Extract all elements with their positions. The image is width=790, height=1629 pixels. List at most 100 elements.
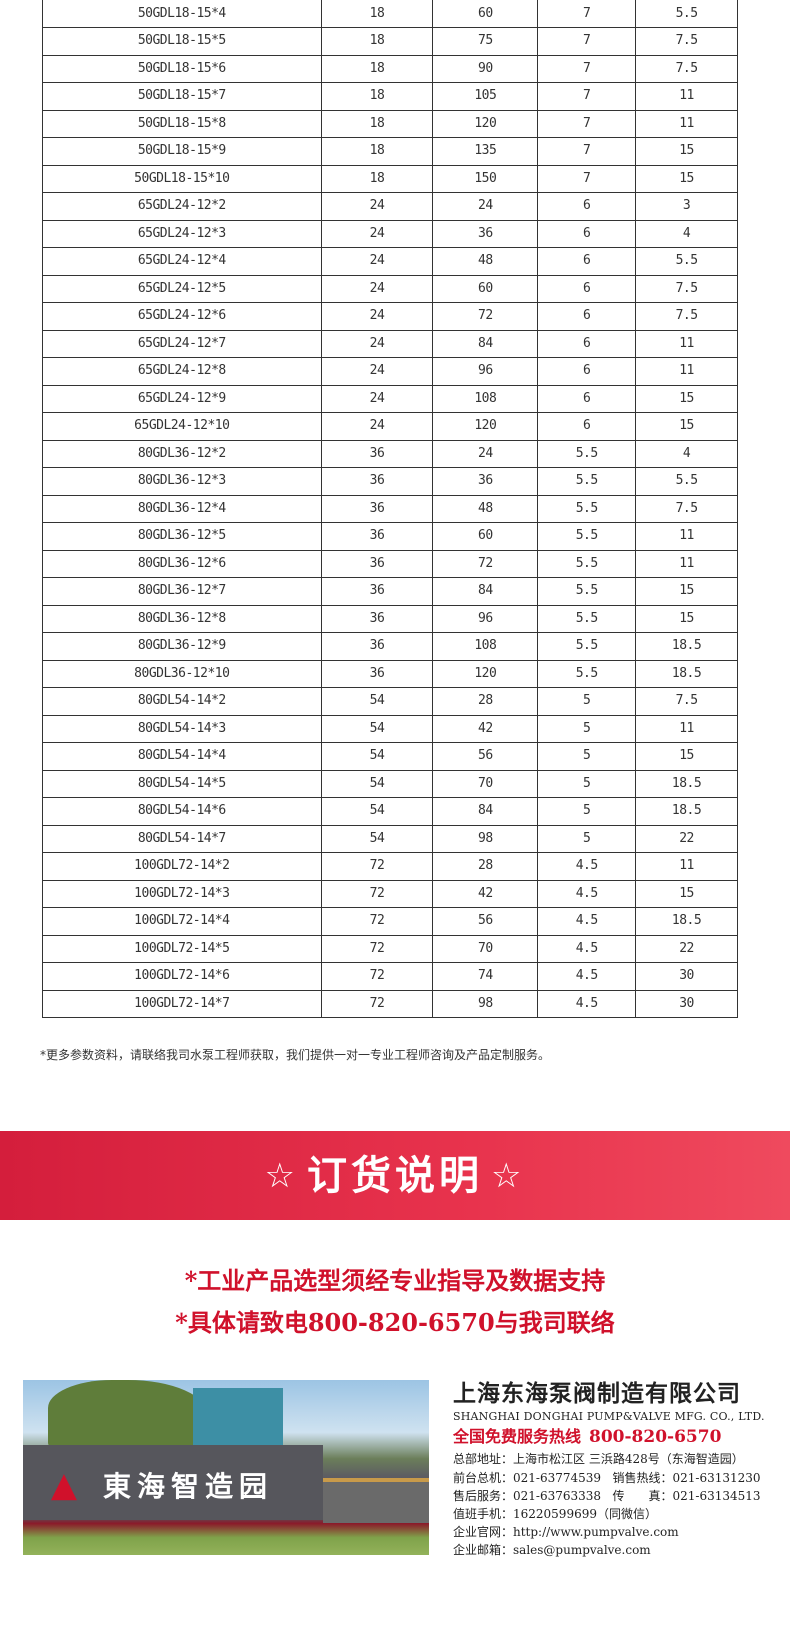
table-cell: 105 [432,82,539,111]
table-row: 80GDL36-12*3 36 36 5.5 5.5 [42,467,738,496]
table-cell: 24 [432,439,539,468]
table-cell: 22 [635,824,738,853]
table-row: 50GDL18-15*10 18 150 7 15 [42,164,738,193]
table-cell: 5 [537,742,637,771]
table-cell: 72 [320,989,434,1018]
table-cell: 15 [635,577,738,606]
table-cell: 80GDL54-14*6 [42,797,322,826]
table-row: 65GDL24-12*7 24 84 6 11 [42,329,738,358]
table-cell: 50GDL18-15*9 [42,137,322,166]
website[interactable]: 企业官网：http://www.pumpvalve.com [453,1525,679,1539]
table-row: 100GDL72-14*3 72 42 4.5 15 [42,879,738,908]
table-cell: 50GDL18-15*6 [42,54,322,83]
table-cell: 7.5 [635,274,738,303]
hotline: 全国免费服务热线 800-820-6570 [453,1427,721,1447]
table-cell: 11 [635,522,738,551]
table-cell: 6 [537,192,637,221]
table-cell: 3 [635,192,738,221]
table-cell: 11 [635,549,738,578]
table-cell: 18.5 [635,659,738,688]
email[interactable]: 企业邮箱：sales@pumpvalve.com [453,1543,651,1557]
table-cell: 24 [320,274,434,303]
table-row: 50GDL18-15*9 18 135 7 15 [42,137,738,166]
mobile: 值班手机：16220599699（同微信） [453,1507,657,1521]
table-cell: 100GDL72-14*2 [42,852,322,881]
table-cell: 50GDL18-15*10 [42,164,322,193]
table-cell: 36 [320,604,434,633]
table-cell: 108 [432,632,539,661]
table-cell: 18 [320,137,434,166]
table-cell: 15 [635,742,738,771]
table-cell: 36 [432,219,539,248]
table-row: 100GDL72-14*5 72 70 4.5 22 [42,934,738,963]
phone-lines: 前台总机：021-63774539 销售热线：021-63131230 [453,1471,761,1485]
table-row: 50GDL18-15*6 18 90 7 7.5 [42,54,738,83]
table-row: 100GDL72-14*6 72 74 4.5 30 [42,962,738,991]
order-banner: ☆ 订货说明 ☆ [0,1131,790,1220]
table-row: 80GDL36-12*10 36 120 5.5 18.5 [42,659,738,688]
table-cell: 11 [635,852,738,881]
table-cell: 18 [320,0,434,28]
table-cell: 65GDL24-12*8 [42,357,322,386]
star-icon: ☆ [491,1155,526,1196]
star-icon: ☆ [264,1155,299,1196]
table-row: 80GDL54-14*6 54 84 5 18.5 [42,797,738,826]
table-cell: 5.5 [635,247,738,276]
table-cell: 36 [320,659,434,688]
table-row: 65GDL24-12*9 24 108 6 15 [42,384,738,413]
company-name-en: SHANGHAI DONGHAI PUMP&VALVE MFG. CO., LT… [453,1410,765,1423]
table-row: 80GDL36-12*2 36 24 5.5 4 [42,439,738,468]
table-row: 65GDL24-12*3 24 36 6 4 [42,219,738,248]
table-cell: 72 [320,962,434,991]
table-cell: 6 [537,412,637,441]
table-cell: 4.5 [537,989,637,1018]
table-cell: 5.5 [537,467,637,496]
table-row: 80GDL36-12*9 36 108 5.5 18.5 [42,632,738,661]
table-cell: 70 [432,769,539,798]
table-cell: 84 [432,797,539,826]
table-cell: 5.5 [537,522,637,551]
table-cell: 100GDL72-14*4 [42,907,322,936]
table-cell: 84 [432,329,539,358]
table-row: 50GDL18-15*4 18 60 7 5.5 [42,0,738,28]
table-cell: 7 [537,137,637,166]
table-cell: 60 [432,274,539,303]
table-cell: 80GDL36-12*4 [42,494,322,523]
service-fax: 售后服务：021-63763338 传 真：021-63134513 [453,1489,761,1503]
table-cell: 80GDL36-12*10 [42,659,322,688]
table-cell: 42 [432,879,539,908]
table-cell: 75 [432,27,539,56]
table-cell: 5.5 [537,577,637,606]
table-cell: 65GDL24-12*10 [42,412,322,441]
hotline-label: 全国免费服务热线 [453,1427,582,1446]
hotline-number: 800-820-6570 [589,1427,722,1447]
table-cell: 5.5 [537,494,637,523]
table-cell: 84 [432,577,539,606]
table-cell: 120 [432,412,539,441]
table-row: 65GDL24-12*2 24 24 6 3 [42,192,738,221]
table-cell: 18 [320,82,434,111]
table-cell: 7.5 [635,302,738,331]
tree [48,1380,208,1450]
table-cell: 5.5 [537,659,637,688]
table-cell: 4.5 [537,962,637,991]
table-cell: 30 [635,962,738,991]
table-cell: 96 [432,357,539,386]
table-cell: 72 [432,302,539,331]
table-cell: 96 [432,604,539,633]
table-cell: 80GDL36-12*9 [42,632,322,661]
table-cell: 24 [320,384,434,413]
table-cell: 70 [432,934,539,963]
table-cell: 98 [432,824,539,853]
address: 总部地址：上海市松江区 三浜路428号（东海智造园） [453,1452,744,1466]
table-cell: 24 [320,302,434,331]
company-photo: ▲ 東海智造园 [23,1380,429,1555]
table-cell: 24 [320,357,434,386]
table-cell: 4.5 [537,907,637,936]
table-cell: 28 [432,687,539,716]
table-cell: 7 [537,109,637,138]
table-cell: 54 [320,687,434,716]
table-cell: 80GDL36-12*7 [42,577,322,606]
table-cell: 65GDL24-12*5 [42,274,322,303]
table-cell: 24 [320,329,434,358]
